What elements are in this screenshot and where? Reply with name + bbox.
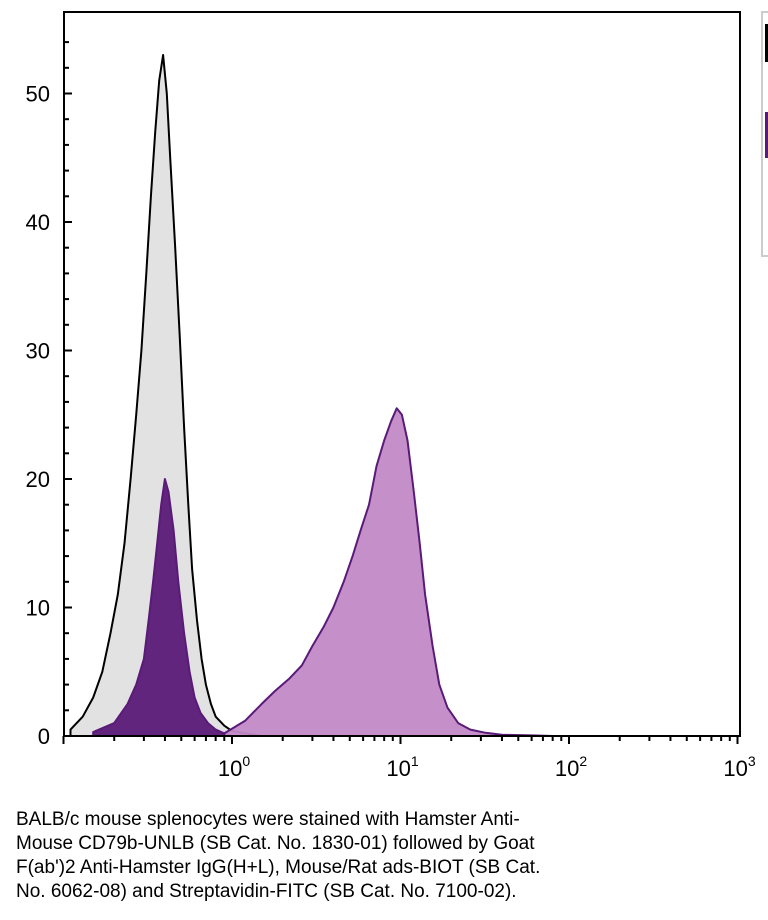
caption-line-1: BALB/c mouse splenocytes were stained wi…: [16, 809, 520, 830]
histogram-series-3: [223, 407, 554, 737]
legend-swatch-1: [765, 24, 768, 62]
figure-caption: BALB/c mouse splenocytes were stained wi…: [16, 808, 656, 904]
y-tick-label: 10: [26, 596, 50, 621]
y-tick-label: 50: [26, 82, 50, 107]
x-tick-label: 101: [386, 753, 418, 781]
y-tick-label: 0: [38, 724, 50, 749]
legend-swatch-2: [765, 112, 768, 158]
histogram-series-1: [69, 54, 263, 737]
y-tick-label: 30: [26, 339, 50, 364]
x-tick-label: 102: [555, 753, 587, 781]
legend-box: [761, 11, 768, 257]
y-tick-label: 20: [26, 467, 50, 492]
histogram-chart: 0 10 20 30 40 50 100 101 102 103: [26, 11, 768, 781]
legend-frame: [761, 11, 768, 257]
y-tick-label: 40: [26, 210, 50, 235]
caption-line-4: No. 6062-08) and Streptavidin-FITC (SB C…: [16, 881, 517, 902]
axis-layer: 0 10 20 30 40 50 100 101 102 103: [26, 41, 756, 781]
plot-frame: [63, 11, 741, 737]
x-tick-label: 103: [723, 753, 755, 781]
caption-line-2: Mouse CD79b-UNLB (SB Cat. No. 1830-01) f…: [16, 833, 535, 854]
caption-line-3: F(ab')2 Anti-Hamster IgG(H+L), Mouse/Rat…: [16, 857, 541, 878]
histogram-series-2: [92, 478, 233, 737]
x-tick-label: 100: [218, 753, 250, 781]
series-layer: [69, 54, 554, 737]
